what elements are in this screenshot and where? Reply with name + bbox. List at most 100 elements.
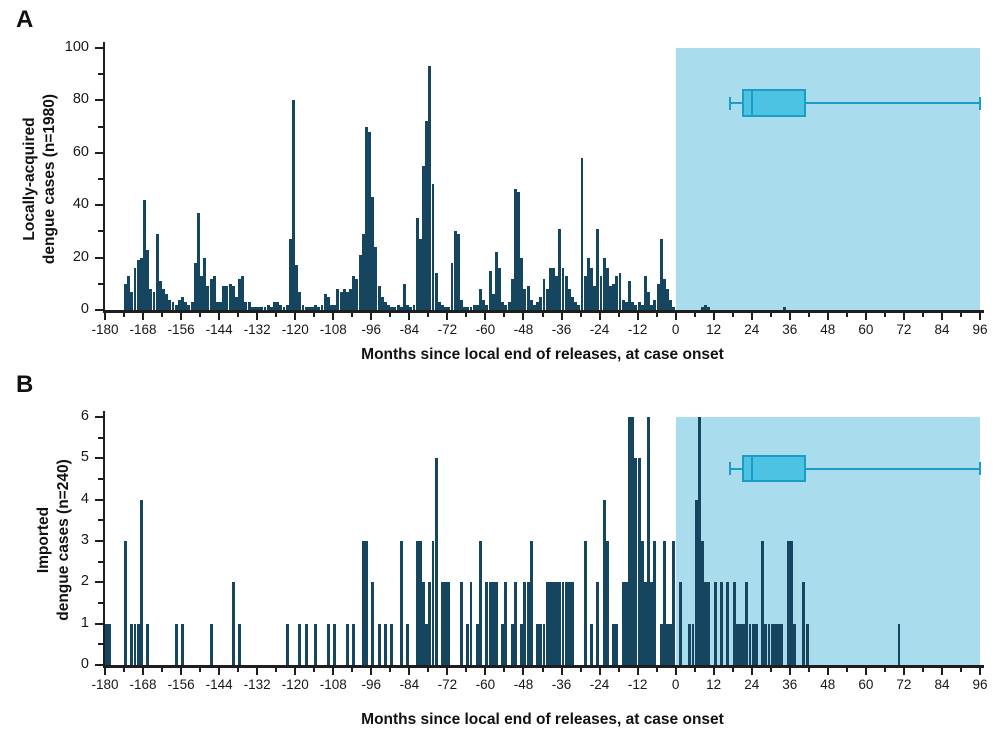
histogram-bar — [555, 275, 559, 310]
histogram-bar — [326, 296, 330, 310]
x-minor-tick — [655, 312, 658, 317]
x-major-tick — [104, 667, 106, 675]
histogram-bar — [311, 307, 314, 310]
histogram-bar — [146, 249, 150, 310]
histogram-bar — [561, 582, 565, 665]
histogram-bar — [406, 304, 410, 310]
histogram-bar — [174, 623, 178, 665]
x-minor-tick — [541, 667, 544, 672]
histogram-bar — [352, 275, 356, 310]
histogram-bar — [777, 623, 780, 665]
histogram-bar — [203, 257, 207, 310]
histogram-bar — [238, 278, 242, 310]
histogram-bar — [241, 275, 245, 310]
x-tick-label: 96 — [972, 322, 988, 337]
x-tick-label: -60 — [475, 322, 496, 337]
x-minor-tick — [465, 312, 468, 317]
histogram-bar — [466, 307, 470, 310]
histogram-bar — [418, 541, 422, 665]
x-minor-tick — [845, 312, 848, 317]
x-tick-label: -36 — [551, 322, 572, 337]
histogram-bar — [643, 275, 647, 310]
x-minor-tick — [313, 312, 316, 317]
histogram-bar — [307, 307, 311, 310]
histogram-bar — [336, 289, 340, 310]
x-minor-tick — [579, 667, 582, 672]
x-tick-label: 48 — [820, 677, 836, 692]
histogram-bar — [434, 273, 438, 310]
histogram-bar — [612, 283, 616, 310]
x-tick-label: -180 — [91, 322, 119, 337]
histogram-bar — [659, 239, 663, 310]
y-major-tick — [95, 622, 103, 625]
histogram-bar — [545, 289, 549, 310]
x-tick-label: -96 — [361, 322, 382, 337]
histogram-bar — [238, 623, 242, 665]
histogram-bar — [485, 582, 489, 665]
x-major-tick — [294, 667, 297, 675]
histogram-bar — [273, 302, 276, 310]
x-minor-tick — [237, 667, 240, 672]
histogram-bar — [577, 304, 581, 310]
histogram-bar — [196, 213, 200, 310]
histogram-bar — [732, 582, 736, 665]
x-major-tick — [408, 312, 411, 320]
histogram-bar — [631, 302, 635, 310]
y-minor-tick — [98, 436, 103, 439]
x-major-tick — [750, 667, 753, 675]
histogram-bar — [653, 299, 657, 310]
histogram-bar — [162, 289, 165, 310]
x-minor-tick — [275, 312, 278, 317]
histogram-bar — [523, 582, 527, 665]
y-major-tick — [95, 581, 103, 584]
x-tick-label: -144 — [205, 322, 233, 337]
panel-a-letter: A — [16, 6, 34, 33]
x-minor-tick — [427, 312, 430, 317]
histogram-bar — [596, 228, 600, 310]
boxplot-whisker-cap — [728, 96, 731, 110]
histogram-bar — [583, 541, 587, 665]
histogram-bar — [612, 623, 616, 665]
boxplot-whisker-line — [729, 467, 980, 470]
histogram-bar — [529, 541, 533, 665]
histogram-bar — [739, 623, 742, 665]
boxplot-whisker-cap — [728, 462, 731, 476]
histogram-bar — [247, 302, 251, 310]
histogram-bar — [517, 192, 521, 310]
y-tick-label: 40 — [72, 196, 89, 213]
x-major-tick — [674, 312, 677, 320]
histogram-bar — [193, 262, 197, 310]
histogram-bar — [314, 304, 318, 310]
histogram-bar — [158, 281, 162, 310]
x-tick-label: -132 — [243, 322, 271, 337]
histogram-bar — [364, 126, 368, 310]
x-tick-label: 72 — [896, 677, 912, 692]
histogram-bar — [802, 582, 806, 665]
histogram-bar — [143, 199, 146, 310]
x-major-tick — [446, 667, 449, 675]
histogram-bar — [450, 262, 454, 310]
histogram-bar — [364, 541, 368, 665]
histogram-bar — [491, 294, 495, 310]
x-minor-tick — [769, 312, 772, 317]
histogram-bar — [441, 304, 444, 310]
x-major-tick — [712, 312, 715, 320]
histogram-bar — [634, 458, 638, 665]
histogram-bar — [149, 289, 153, 310]
histogram-bar — [453, 231, 457, 310]
histogram-bar — [526, 286, 530, 310]
histogram-bar — [285, 304, 289, 310]
histogram-bar — [640, 304, 644, 310]
y-minor-tick — [98, 230, 103, 233]
histogram-bar — [469, 582, 473, 665]
histogram-bar — [590, 623, 593, 665]
histogram-bar — [295, 265, 299, 310]
histogram-bar — [513, 189, 517, 310]
x-tick-label: 72 — [896, 322, 912, 337]
histogram-bar — [754, 623, 758, 665]
histogram-bar — [501, 623, 505, 665]
x-major-tick — [864, 667, 867, 675]
histogram-bar — [444, 307, 448, 310]
histogram-bar — [574, 302, 578, 310]
